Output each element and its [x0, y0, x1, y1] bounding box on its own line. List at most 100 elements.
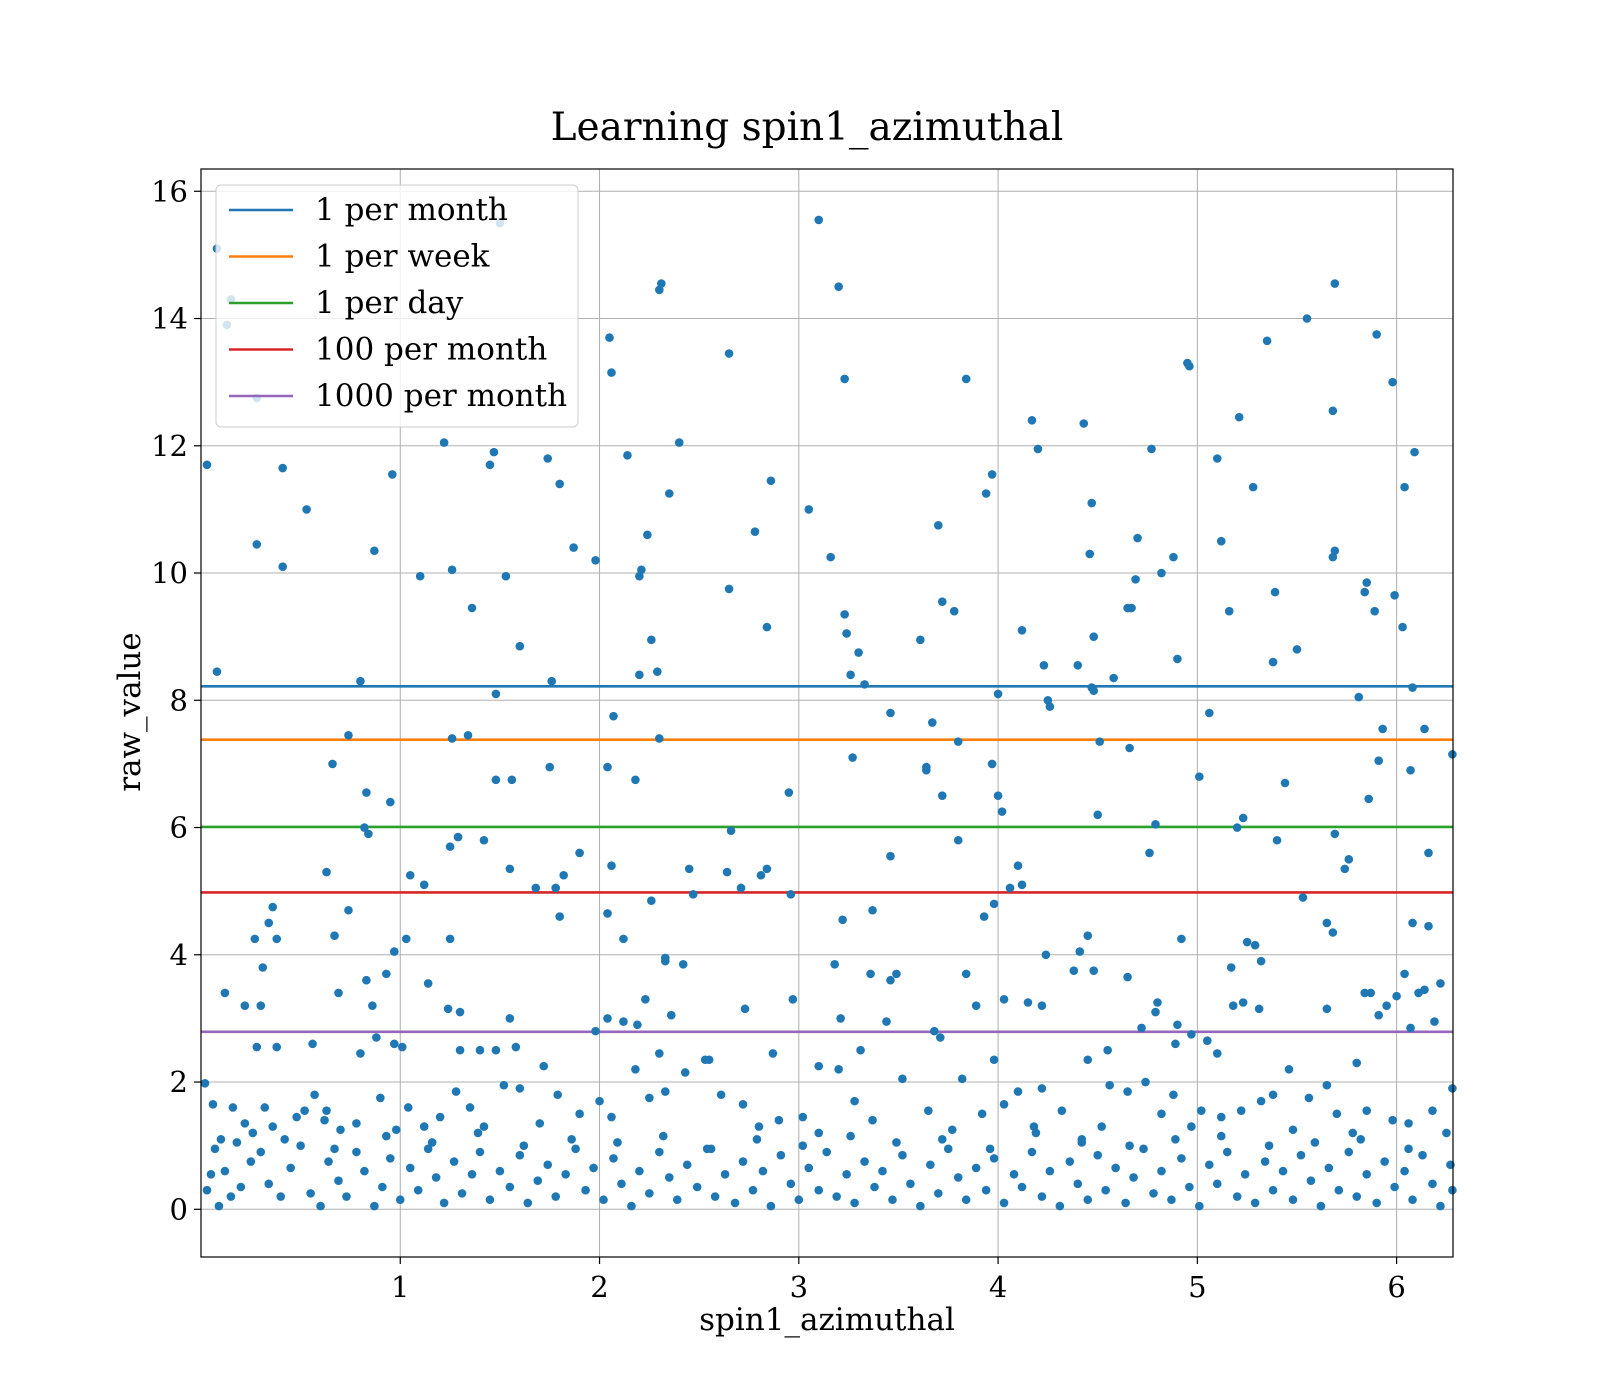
scatter-point [1348, 1128, 1358, 1138]
scatter-point [236, 1182, 246, 1192]
scatter-point [1268, 1090, 1278, 1100]
scatter-point [1436, 979, 1445, 988]
scatter-point [491, 689, 501, 699]
scatter-point [1145, 848, 1154, 858]
scatter-point [212, 667, 222, 676]
scatter-point [933, 521, 943, 530]
scatter-point [758, 1166, 768, 1176]
scatter-point [1310, 1138, 1320, 1147]
x-axis-label: spin1_azimuthal [699, 1302, 955, 1338]
scatter-point [953, 737, 963, 746]
scatter-point [716, 1090, 726, 1100]
scatter-point [822, 1147, 832, 1157]
scatter-point [774, 1115, 784, 1125]
scatter-point [1288, 1125, 1298, 1135]
scatter-point [1045, 702, 1055, 711]
scatter-point [724, 584, 734, 594]
scatter-point [1298, 893, 1308, 902]
legend-label-4: 1000 per month [315, 378, 567, 414]
scatter-point [1238, 813, 1248, 823]
scatter-point [1248, 482, 1258, 492]
grid-lines [201, 169, 1453, 1257]
scatter-point [1316, 1201, 1326, 1211]
scatter-point [1017, 880, 1027, 890]
scatter-point [926, 1160, 935, 1170]
scatter-point [1125, 743, 1134, 753]
legend-label-1: 1 per week [315, 239, 490, 275]
scatter-point [405, 870, 415, 880]
scatter-point [300, 1106, 309, 1115]
scatter-point [1362, 1169, 1372, 1179]
scatter-point [569, 543, 578, 552]
scatter-point [1254, 1004, 1264, 1014]
scatter-point [692, 1182, 702, 1192]
scatter-point [635, 670, 644, 680]
scatter-point [200, 1079, 210, 1088]
scatter-point [1095, 737, 1104, 746]
scatter-point [892, 969, 901, 979]
scatter-point [1157, 1166, 1166, 1176]
scatter-point [479, 1122, 489, 1131]
x-tick-label: 1 [391, 1270, 409, 1304]
scatter-point [1352, 1192, 1362, 1201]
scatter-point [280, 1134, 289, 1144]
scatter-point [999, 1099, 1009, 1109]
scatter-point [1424, 921, 1433, 931]
scatter-point [278, 562, 287, 571]
scatter-point [971, 1001, 981, 1010]
scatter-point [1109, 673, 1118, 683]
scatter-point [240, 1001, 250, 1010]
scatter-point [804, 1163, 814, 1173]
scatter-point [352, 1119, 361, 1128]
scatter-point [1328, 552, 1338, 562]
scatter-point [784, 788, 794, 797]
scatter-point [336, 1125, 345, 1135]
scatter-point [1141, 1077, 1150, 1087]
scatter-point [1167, 1195, 1176, 1205]
scatter-point [535, 1119, 545, 1128]
scatter-point [1226, 963, 1236, 972]
scatter-point [892, 1138, 901, 1147]
scatter-point [595, 1096, 604, 1106]
scatter-point [382, 1131, 391, 1141]
scatter-point [419, 880, 429, 890]
chart-title: Learning spin1_azimuthal [551, 105, 1064, 150]
scatter-point [1362, 578, 1372, 587]
scatter-point [389, 1039, 399, 1049]
scatter-point [1204, 1160, 1214, 1170]
scatter-point [641, 995, 650, 1004]
scatter-point [1185, 1182, 1194, 1192]
scatter-point [1151, 820, 1160, 829]
scatter-point [403, 1103, 413, 1112]
scatter-point [246, 1157, 256, 1166]
scatter-point [987, 470, 997, 479]
scatter-point [633, 1020, 642, 1030]
scatter-point [226, 1192, 236, 1201]
scatter-point [617, 1179, 626, 1189]
scatter-point [1240, 1169, 1250, 1179]
x-tick-label: 2 [590, 1270, 608, 1304]
scatter-point [352, 1147, 361, 1157]
x-tick-label: 3 [790, 1270, 808, 1304]
scatter-point [276, 1192, 286, 1201]
scatter-point [1330, 829, 1340, 839]
scatter-point [989, 899, 999, 909]
scatter-point [1079, 419, 1089, 428]
scatter-point [322, 867, 331, 877]
scatter-point [547, 676, 557, 686]
scatter-point [993, 689, 1003, 699]
scatter-point [1400, 969, 1409, 979]
scatter-point [886, 975, 895, 985]
scatter-point [397, 1042, 407, 1052]
scatter-point [553, 1090, 562, 1100]
scatter-point [710, 1192, 720, 1201]
scatter-point [1149, 1189, 1158, 1198]
scatter-point [933, 1189, 943, 1198]
scatter-point [591, 555, 600, 565]
scatter-point [1123, 1087, 1132, 1096]
scatter-point [376, 1093, 385, 1103]
scatter-point [688, 890, 698, 899]
scatter-point [505, 1182, 515, 1192]
scatter-point [607, 1112, 616, 1122]
scatter-point [1031, 1128, 1041, 1138]
